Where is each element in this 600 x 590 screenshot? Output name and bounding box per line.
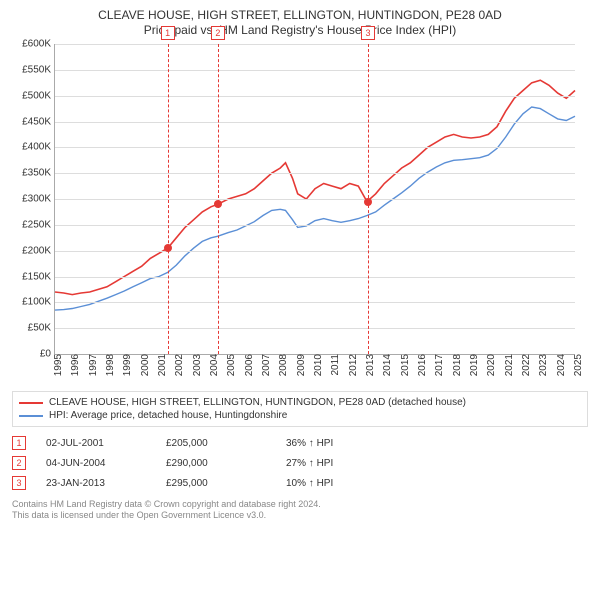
gridline-h [55, 122, 575, 123]
x-axis-label: 2016 [415, 354, 428, 376]
gridline-h [55, 70, 575, 71]
event-badge: 2 [12, 456, 26, 470]
y-axis-label: £100K [22, 297, 55, 308]
gridline-h [55, 251, 575, 252]
y-axis-label: £250K [22, 219, 55, 230]
legend-swatch [19, 402, 43, 404]
gridline-h [55, 96, 575, 97]
legend-swatch [19, 415, 43, 417]
y-axis-label: £450K [22, 116, 55, 127]
gridline-h [55, 199, 575, 200]
gridline-h [55, 173, 575, 174]
legend-label: HPI: Average price, detached house, Hunt… [49, 410, 287, 421]
x-axis-label: 2008 [276, 354, 289, 376]
event-marker-box: 1 [161, 26, 175, 40]
event-price: £205,000 [166, 438, 286, 449]
x-axis-label: 2014 [380, 354, 393, 376]
x-axis-label: 2013 [363, 354, 376, 376]
x-axis-label: 1999 [120, 354, 133, 376]
x-axis-label: 2001 [155, 354, 168, 376]
footer-line-2: This data is licensed under the Open Gov… [12, 510, 588, 521]
event-dot [214, 200, 222, 208]
chart-plot-area: £0£50K£100K£150K£200K£250K£300K£350K£400… [54, 44, 575, 355]
x-axis-label: 1995 [51, 354, 64, 376]
x-axis-label: 2012 [346, 354, 359, 376]
event-delta: 27% ↑ HPI [286, 458, 333, 469]
title-line-2: Price paid vs. HM Land Registry's House … [12, 23, 588, 38]
x-axis-label: 2020 [484, 354, 497, 376]
y-axis-label: £50K [28, 323, 55, 334]
y-axis-label: £400K [22, 142, 55, 153]
event-marker-box: 2 [211, 26, 225, 40]
footer: Contains HM Land Registry data © Crown c… [12, 499, 588, 522]
legend-row: CLEAVE HOUSE, HIGH STREET, ELLINGTON, HU… [19, 396, 581, 409]
x-axis-label: 2025 [571, 354, 584, 376]
gridline-h [55, 302, 575, 303]
legend: CLEAVE HOUSE, HIGH STREET, ELLINGTON, HU… [12, 391, 588, 427]
x-axis-label: 2017 [432, 354, 445, 376]
x-axis-label: 2002 [172, 354, 185, 376]
y-axis-label: £550K [22, 64, 55, 75]
event-dot [164, 244, 172, 252]
x-axis-label: 2003 [190, 354, 203, 376]
legend-row: HPI: Average price, detached house, Hunt… [19, 409, 581, 422]
gridline-h [55, 328, 575, 329]
event-date: 02-JUL-2001 [46, 438, 166, 449]
gridline-h [55, 147, 575, 148]
event-delta: 36% ↑ HPI [286, 438, 333, 449]
gridline-h [55, 44, 575, 45]
event-price: £295,000 [166, 478, 286, 489]
footer-line-1: Contains HM Land Registry data © Crown c… [12, 499, 588, 510]
x-axis-label: 1998 [103, 354, 116, 376]
chart-wrap: £0£50K£100K£150K£200K£250K£300K£350K£400… [54, 44, 574, 355]
x-axis-label: 2015 [398, 354, 411, 376]
title-line-1: CLEAVE HOUSE, HIGH STREET, ELLINGTON, HU… [12, 8, 588, 23]
event-row: 2 04-JUN-2004£290,00027% ↑ HPI [12, 453, 588, 473]
y-axis-label: £600K [22, 39, 55, 50]
event-badge: 1 [12, 436, 26, 450]
x-axis-label: 2004 [207, 354, 220, 376]
event-date: 04-JUN-2004 [46, 458, 166, 469]
series-price_paid [55, 80, 575, 294]
x-axis-label: 2007 [259, 354, 272, 376]
x-axis-label: 2005 [224, 354, 237, 376]
x-axis-label: 2022 [519, 354, 532, 376]
y-axis-label: £500K [22, 90, 55, 101]
event-dot [364, 198, 372, 206]
event-row: 1 02-JUL-2001£205,00036% ↑ HPI [12, 433, 588, 453]
gridline-h [55, 277, 575, 278]
y-axis-label: £300K [22, 194, 55, 205]
event-price: £290,000 [166, 458, 286, 469]
legend-label: CLEAVE HOUSE, HIGH STREET, ELLINGTON, HU… [49, 397, 466, 408]
page: CLEAVE HOUSE, HIGH STREET, ELLINGTON, HU… [0, 0, 600, 590]
event-row: 3 23-JAN-2013£295,00010% ↑ HPI [12, 473, 588, 493]
x-axis-label: 2023 [536, 354, 549, 376]
y-axis-label: £200K [22, 245, 55, 256]
x-axis-label: 2010 [311, 354, 324, 376]
x-axis-label: 1996 [68, 354, 81, 376]
event-marker-box: 3 [361, 26, 375, 40]
x-axis-label: 2000 [138, 354, 151, 376]
event-delta: 10% ↑ HPI [286, 478, 333, 489]
x-axis-label: 2009 [294, 354, 307, 376]
series-hpi [55, 107, 575, 310]
x-axis-label: 2024 [554, 354, 567, 376]
event-date: 23-JAN-2013 [46, 478, 166, 489]
y-axis-label: £350K [22, 168, 55, 179]
x-axis-label: 2011 [328, 354, 341, 376]
chart-titles: CLEAVE HOUSE, HIGH STREET, ELLINGTON, HU… [12, 8, 588, 38]
events-table: 1 02-JUL-2001£205,00036% ↑ HPI 2 04-JUN-200… [12, 433, 588, 493]
y-axis-label: £150K [22, 271, 55, 282]
event-badge: 3 [12, 476, 26, 490]
x-axis-label: 2021 [502, 354, 515, 376]
x-axis-label: 1997 [86, 354, 99, 376]
event-vline [218, 44, 219, 354]
x-axis-label: 2019 [467, 354, 480, 376]
x-axis-label: 2006 [242, 354, 255, 376]
gridline-h [55, 225, 575, 226]
x-axis-label: 2018 [450, 354, 463, 376]
event-vline [168, 44, 169, 354]
